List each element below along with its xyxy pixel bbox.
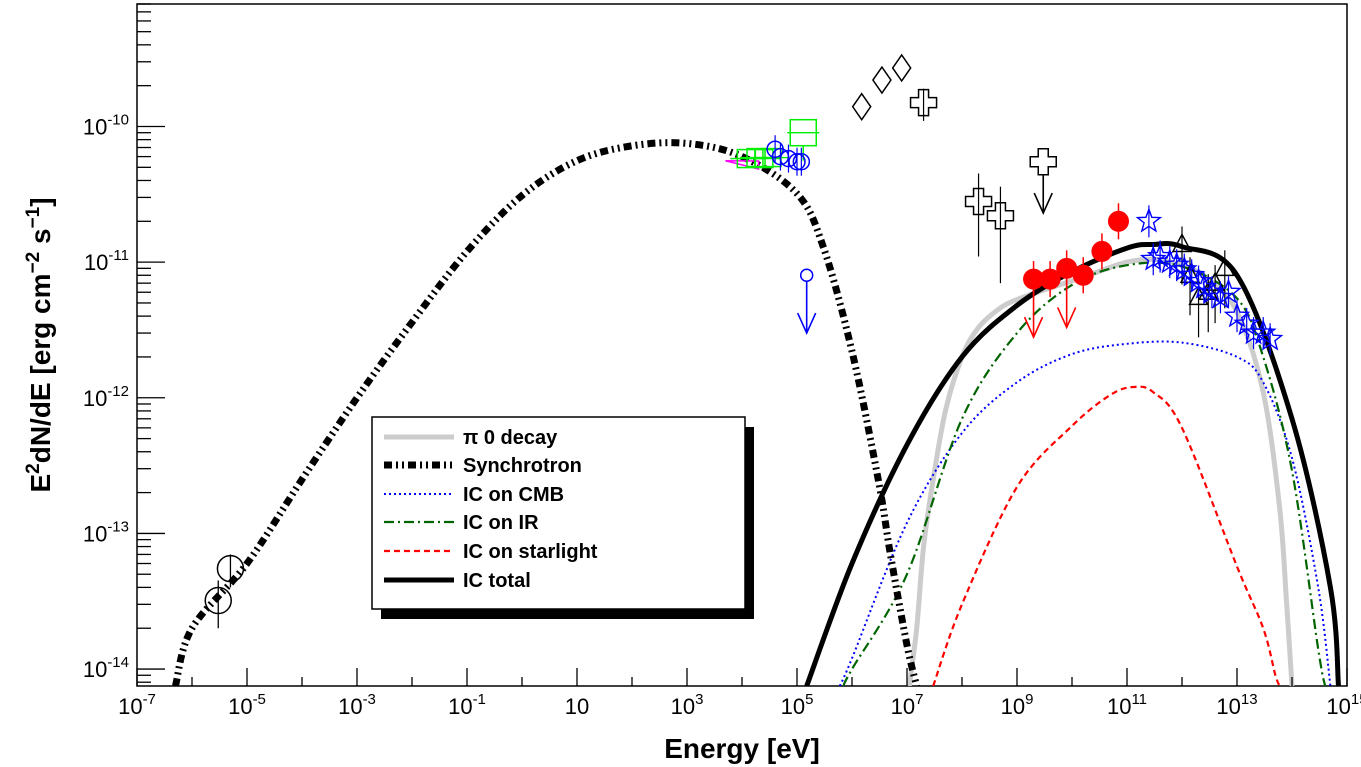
y-tick-label: 10-14	[83, 654, 129, 682]
star-point	[1215, 278, 1242, 304]
radio-point	[216, 554, 245, 583]
x-tick-label: 1011	[1107, 691, 1147, 719]
xray-circle-ul	[799, 268, 814, 283]
legend: π 0 decay Synchrotron IC on CMB IC on IR IC …	[371, 416, 754, 619]
fermi-point	[1072, 264, 1094, 286]
x-tick-label: 1015	[1326, 691, 1361, 719]
model-curves	[171, 139, 1341, 686]
x-axis: 10-7 10-5 10-3 10-1 10 103 105 107 109 1011 1013 10…	[118, 668, 1361, 719]
cross-ul-point	[1029, 147, 1057, 176]
curve-ic-on-cmb	[838, 340, 1332, 686]
x-tick-label: 10-3	[338, 691, 376, 719]
curve-ic-total	[804, 241, 1341, 686]
star-point	[1185, 267, 1212, 293]
y-tick-label: 10-12	[83, 383, 129, 411]
legend-box	[371, 416, 746, 610]
star-point	[1178, 261, 1206, 287]
fermi-point	[1107, 210, 1129, 232]
y-tick-label: 10-13	[83, 518, 129, 546]
legend-label: IC on IR	[463, 512, 539, 534]
curve-ic-on-ir	[842, 261, 1327, 686]
legend-label: IC on starlight	[463, 541, 598, 563]
x-tick-label: 1013	[1216, 691, 1257, 719]
x-tick-label: 10-1	[448, 691, 486, 719]
fermi-ul-arrow-head	[1023, 316, 1044, 340]
xray-circle	[788, 152, 806, 171]
xray-circle	[792, 152, 811, 171]
xray-ul-arrow-head	[796, 312, 817, 336]
legend-label: Synchrotron	[463, 455, 582, 477]
triangle-point	[1188, 285, 1209, 306]
star-point	[1256, 325, 1284, 351]
star-point	[1135, 207, 1163, 233]
x-tick-label: 10-5	[228, 691, 266, 719]
x-tick-label: 10	[565, 694, 589, 719]
x-tick-label: 105	[781, 691, 814, 719]
diamond-point	[851, 92, 872, 121]
y-tick-label: 10-10	[83, 111, 129, 139]
diamond-point	[872, 65, 892, 95]
legend-label: π 0 decay	[463, 427, 558, 449]
y-axis-title: E2dN/dE [erg cm−2 s−1]	[23, 197, 56, 492]
cross-point	[986, 201, 1015, 230]
legend-label: IC on CMB	[463, 484, 564, 506]
fermi-ul-arrow-head	[1056, 307, 1077, 330]
x-tick-label: 109	[1001, 691, 1034, 719]
y-axis: 10-14 10-13 10-12 10-11 10-10	[83, 3, 165, 683]
y-tick-label: 10-11	[84, 247, 129, 275]
triangle-point	[1171, 232, 1193, 253]
diamond-point	[891, 53, 912, 83]
star-point	[1240, 319, 1267, 345]
fermi-point	[1039, 268, 1061, 290]
triangle-point	[1179, 263, 1201, 284]
x-tick-label: 103	[671, 691, 704, 719]
data-points	[204, 53, 1284, 629]
x-tick-label: 107	[891, 691, 924, 719]
x-axis-title: Energy [eV]	[664, 733, 820, 764]
x-tick-label: 10-7	[118, 691, 156, 719]
radio-point	[204, 586, 232, 615]
fermi-point	[1091, 240, 1113, 262]
cross-point	[964, 187, 993, 216]
curve-ic-on-starlight	[932, 385, 1281, 686]
star-point	[1249, 319, 1277, 345]
curve-synchrotron	[171, 139, 921, 686]
triangle-point	[1204, 271, 1226, 291]
triangle-point	[1214, 256, 1236, 277]
legend-label: IC total	[463, 570, 531, 592]
xray-bowtie	[725, 159, 760, 170]
cross-ul-arrow-head	[1033, 192, 1053, 216]
cross-point	[909, 88, 938, 117]
